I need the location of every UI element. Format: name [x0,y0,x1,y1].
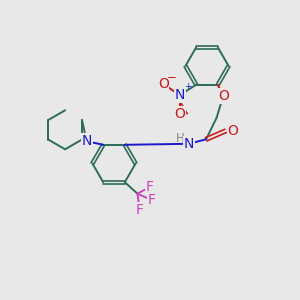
Text: F: F [136,203,144,217]
Text: O: O [228,124,238,138]
Text: −: − [167,71,176,84]
Text: F: F [148,193,156,207]
Text: N: N [184,137,194,151]
Text: O: O [218,89,229,103]
Text: N: N [175,88,185,102]
Text: F: F [146,180,154,194]
Text: O: O [158,77,169,91]
Text: N: N [82,134,92,148]
Text: O: O [174,107,185,121]
Text: H: H [176,132,185,145]
Text: +: + [184,82,192,91]
